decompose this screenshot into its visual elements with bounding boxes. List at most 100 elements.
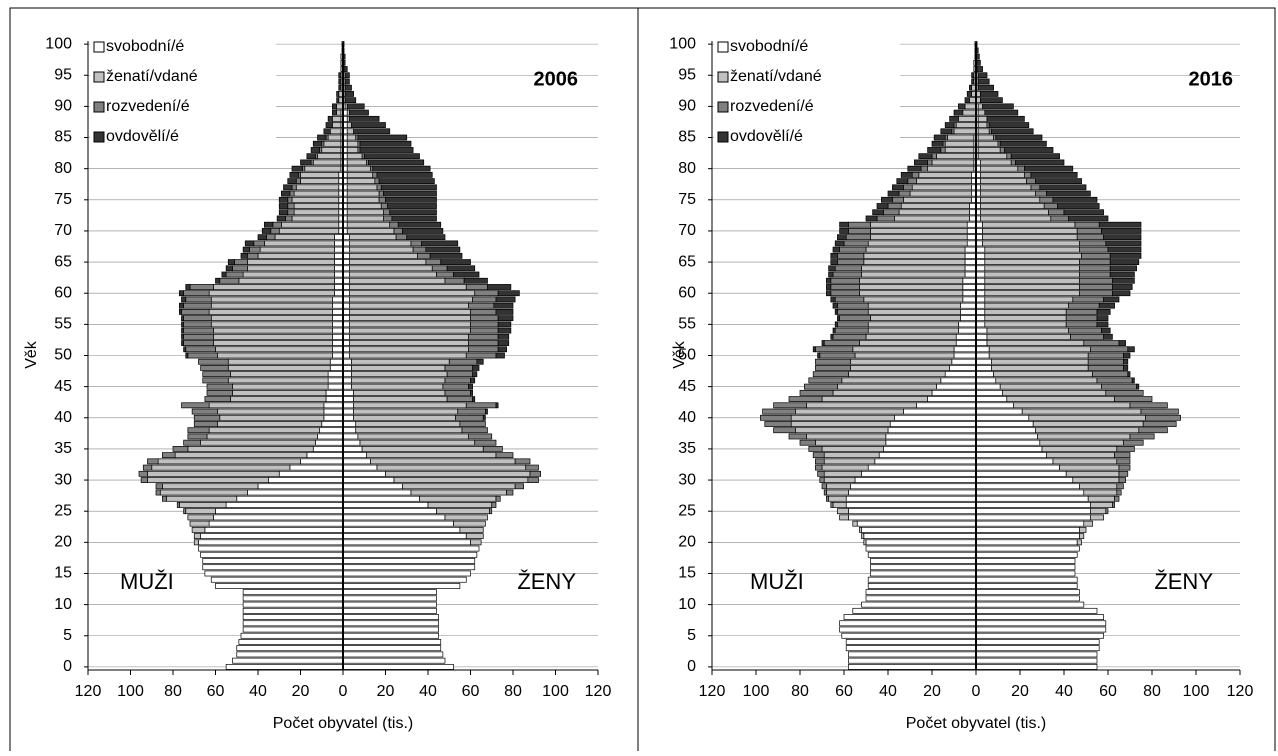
bar xyxy=(190,284,213,289)
bar xyxy=(976,247,985,252)
bar xyxy=(774,428,796,433)
bar xyxy=(292,185,296,190)
bar xyxy=(862,602,976,607)
bar xyxy=(179,309,181,314)
bar xyxy=(483,415,485,420)
bar xyxy=(846,496,976,501)
bar xyxy=(498,328,511,333)
bar xyxy=(1040,185,1086,190)
bar xyxy=(332,104,336,109)
bar xyxy=(840,222,849,227)
left-label: MUŽI xyxy=(750,569,804,594)
bar xyxy=(432,266,447,271)
bar xyxy=(976,459,1053,464)
bar xyxy=(1000,384,1101,389)
bar xyxy=(343,359,352,364)
bar xyxy=(976,309,985,314)
x-tick-label: 80 xyxy=(1143,683,1161,700)
x-tick-label: 60 xyxy=(462,683,480,700)
bar xyxy=(976,328,987,333)
bar xyxy=(332,328,343,333)
bar xyxy=(241,253,247,258)
bar xyxy=(475,291,498,296)
bar xyxy=(980,203,1044,208)
bar xyxy=(328,116,332,121)
bar xyxy=(379,197,385,202)
bar xyxy=(1042,446,1117,451)
bar xyxy=(213,515,343,520)
bar xyxy=(369,160,424,165)
y-axis-label: Věk xyxy=(23,340,40,369)
bar xyxy=(976,384,1000,389)
bar xyxy=(343,571,471,576)
bar xyxy=(1123,440,1143,445)
bar xyxy=(831,291,860,296)
bar xyxy=(243,247,249,252)
bar xyxy=(515,484,524,489)
bar xyxy=(1033,421,1143,426)
bar xyxy=(386,471,531,476)
bar xyxy=(207,434,318,439)
bar xyxy=(394,478,528,483)
bar xyxy=(1115,453,1130,458)
bar xyxy=(349,353,466,358)
bar xyxy=(976,521,1084,526)
bar xyxy=(192,527,205,532)
bar xyxy=(870,228,967,233)
bar xyxy=(243,621,343,626)
bar xyxy=(980,160,1011,165)
bar xyxy=(1112,284,1132,289)
bar xyxy=(243,272,334,277)
bar xyxy=(954,353,976,358)
bar xyxy=(976,502,1090,507)
bar xyxy=(349,316,470,321)
bar xyxy=(936,154,973,159)
bar xyxy=(870,235,967,240)
bar xyxy=(250,247,261,252)
bar xyxy=(203,558,343,563)
bar xyxy=(343,639,441,644)
bar xyxy=(976,490,1084,495)
bar xyxy=(912,172,919,177)
bar xyxy=(1066,322,1097,327)
bar xyxy=(290,172,299,177)
bar xyxy=(1106,390,1143,395)
bar xyxy=(175,453,307,458)
bar xyxy=(1117,459,1130,464)
bar xyxy=(848,490,976,495)
bar xyxy=(833,390,932,395)
bar xyxy=(996,378,1097,383)
bar xyxy=(430,253,462,258)
bar xyxy=(345,85,351,90)
bar xyxy=(976,664,1097,669)
y-tick-label: 0 xyxy=(63,658,72,675)
bar xyxy=(976,359,991,364)
bar xyxy=(313,160,341,165)
bar xyxy=(324,403,343,408)
y-axis-label: Věk xyxy=(671,340,688,369)
bar xyxy=(496,353,505,358)
bar xyxy=(1117,490,1121,495)
y-tick-label: 100 xyxy=(45,35,72,52)
bar xyxy=(1101,228,1141,233)
legend-swatch xyxy=(718,102,728,112)
bar xyxy=(958,116,976,121)
bar xyxy=(186,297,212,302)
bar xyxy=(335,291,344,296)
bar xyxy=(498,347,507,352)
bar xyxy=(345,79,349,84)
bar xyxy=(862,266,965,271)
x-tick-label: 40 xyxy=(879,683,897,700)
bar xyxy=(950,365,976,370)
bar xyxy=(976,546,1079,551)
x-tick-label: 80 xyxy=(791,683,809,700)
bar xyxy=(1088,365,1123,370)
bar xyxy=(471,322,499,327)
bar xyxy=(230,372,328,377)
bar xyxy=(1097,378,1132,383)
bar xyxy=(335,260,344,265)
bar xyxy=(1029,415,1146,420)
bar xyxy=(216,509,344,514)
bar xyxy=(226,272,243,277)
bar xyxy=(791,415,894,420)
